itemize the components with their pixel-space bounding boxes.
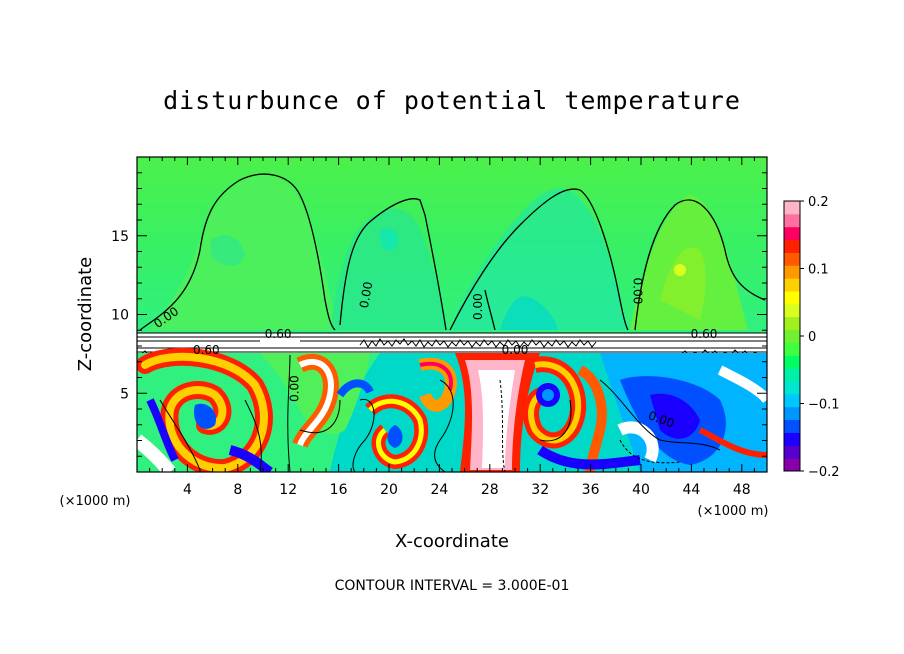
- x-axis: 4 8 12 16 20 24 28 32 36 40 44 48: [149, 157, 755, 498]
- colorbar-segment: [784, 419, 800, 433]
- colorbar-tick-label: 0.1: [808, 263, 829, 278]
- colorbar-segment: [784, 291, 800, 305]
- contour-label: 0.60: [265, 327, 292, 341]
- colorbar-segment: [784, 316, 800, 331]
- colorbar-segment: [784, 355, 800, 369]
- colorbar-segment: [784, 329, 800, 343]
- y-tick-label: 10: [111, 308, 129, 324]
- colorbar-segment: [784, 201, 800, 215]
- y-axis-unit: (×1000 m): [60, 494, 131, 509]
- colorbar-tick-label: −0.2: [808, 465, 840, 480]
- contour-label: 0.00: [357, 281, 375, 310]
- colorbar-tick-label: 0.2: [808, 195, 829, 210]
- chart-title: disturbunce of potential temperature: [163, 86, 741, 115]
- y-tick-label: 15: [111, 229, 129, 245]
- colorbar-segment: [784, 406, 800, 421]
- y-tick-label: 5: [120, 386, 129, 402]
- contour-label: 0.60: [691, 327, 718, 341]
- contour-label: 0.00: [471, 293, 485, 320]
- y-axis: 5 10 15: [111, 172, 767, 457]
- colorbar-ticks: 0.2 0.1 0 −0.1 −0.2: [800, 195, 840, 480]
- x-axis-label: X-coordinate: [395, 531, 509, 552]
- x-tick-label: 20: [380, 482, 398, 498]
- colorbar-segment: [784, 226, 800, 241]
- colorbar-segment: [784, 265, 800, 279]
- colorbar-segment: [784, 432, 800, 446]
- colorbar-segment: [784, 213, 800, 228]
- colorbar-segment: [784, 278, 800, 292]
- x-tick-label: 8: [233, 482, 242, 498]
- x-axis-unit: (×1000 m): [698, 504, 769, 519]
- contour-labels: 0.000.00 0.000.000.60 0.600.000.000.000.60: [151, 278, 717, 431]
- colorbar-tick-label: 0: [808, 330, 816, 345]
- colorbar-tick-label: −0.1: [808, 398, 840, 413]
- colorbar-segment: [784, 342, 800, 356]
- colorbar-segment: [784, 252, 800, 266]
- contour-label: 0.00: [287, 375, 301, 402]
- x-tick-label: 36: [582, 482, 600, 498]
- colorbar-segment: [784, 239, 800, 253]
- contour-label: 0.00: [502, 343, 529, 357]
- colorbar-segment: [784, 445, 800, 459]
- x-tick-label: 44: [682, 482, 700, 498]
- colorbar-segment: [784, 381, 800, 395]
- y-axis-label: Z-coordinate: [75, 257, 96, 372]
- contour-label: 0.00: [630, 278, 644, 305]
- colorbar: [784, 201, 800, 472]
- x-tick-label: 40: [632, 482, 650, 498]
- x-tick-label: 28: [481, 482, 499, 498]
- colorbar-segment: [784, 303, 800, 318]
- x-tick-label: 16: [330, 482, 348, 498]
- contour-interval-note: CONTOUR INTERVAL = 3.000E-01: [334, 578, 570, 594]
- x-tick-label: 12: [279, 482, 297, 498]
- contour-label: 0.60: [193, 343, 220, 357]
- x-tick-label: 4: [183, 482, 192, 498]
- colorbar-segment: [784, 393, 800, 408]
- x-tick-label: 24: [430, 482, 448, 498]
- x-tick-label: 32: [531, 482, 549, 498]
- x-tick-label: 48: [733, 482, 751, 498]
- colorbar-segment: [784, 458, 800, 472]
- heatmap-field: [137, 157, 767, 472]
- colorbar-segment: [784, 368, 800, 382]
